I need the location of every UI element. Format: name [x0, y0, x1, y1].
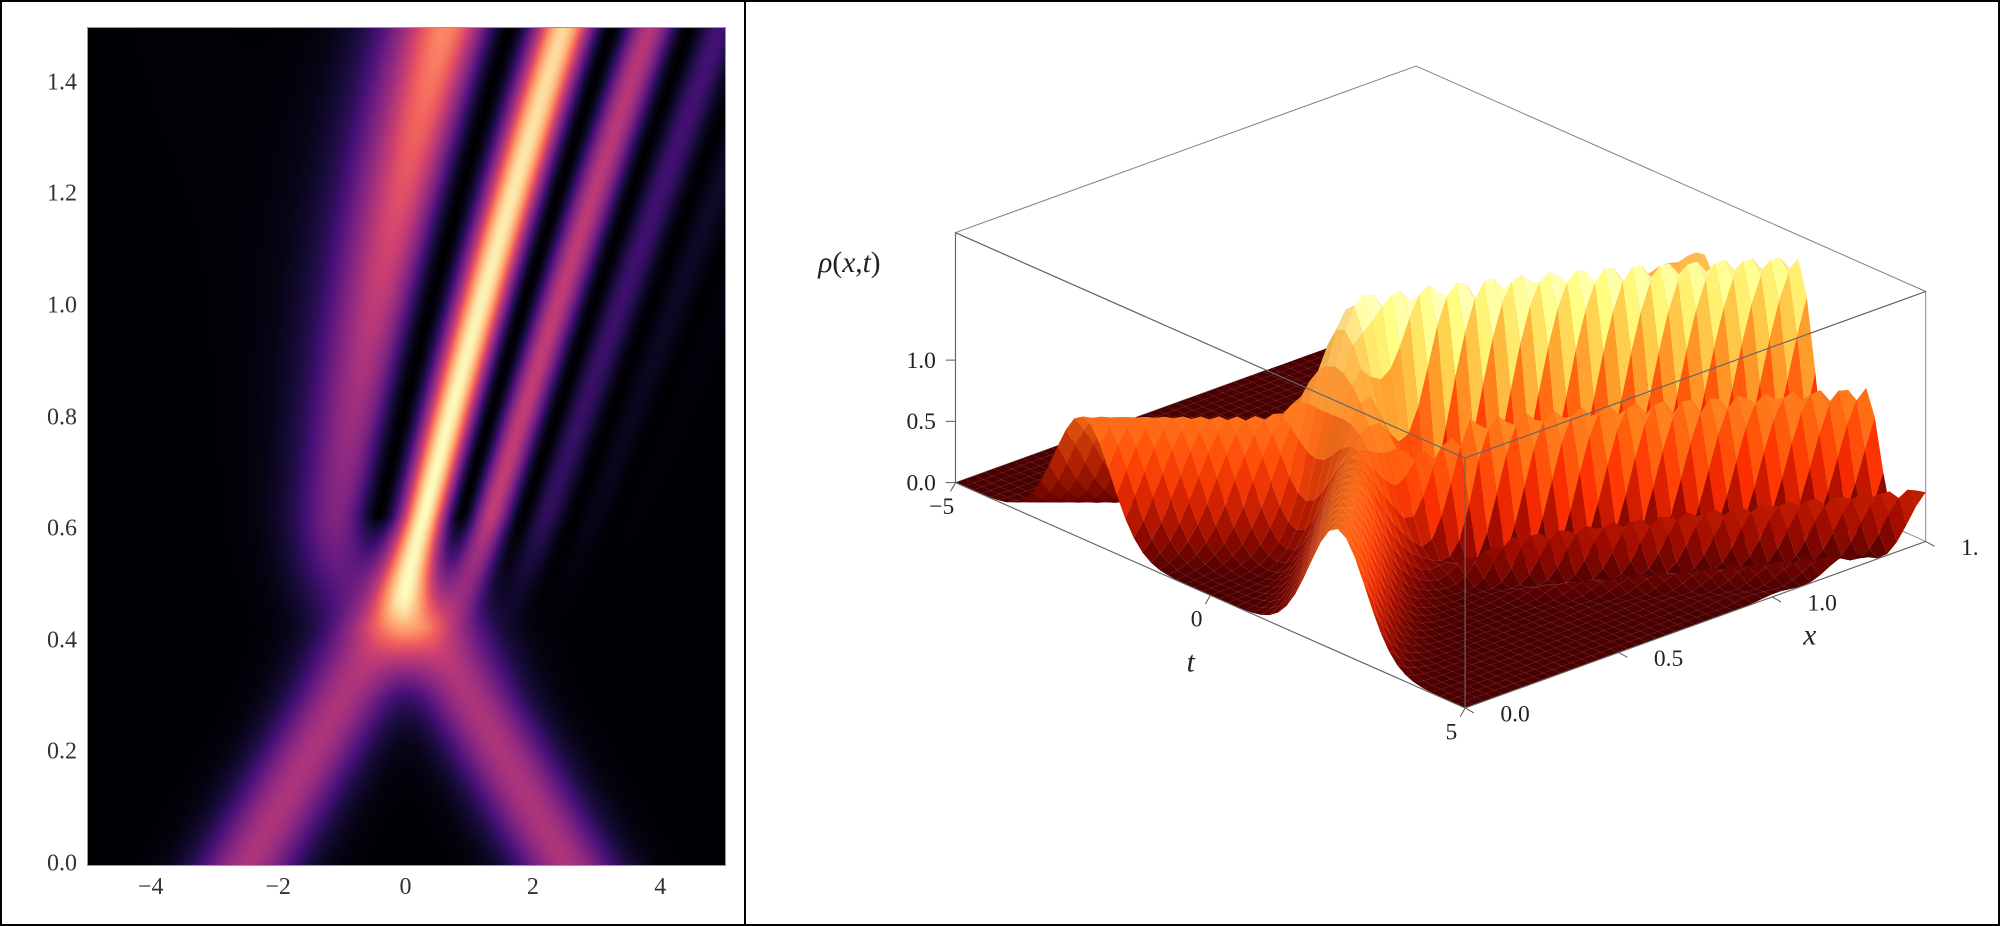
- x-axis-ticks: −4 −2 0 2 4: [87, 874, 724, 904]
- figure-container: 0.0 0.2 0.4 0.6 0.8 1.0 1.2 1.4 −4 −2 0 2 4 −5 0 5 t 0.…: [0, 0, 2000, 926]
- y-tick-label: 1.4: [22, 69, 77, 96]
- surface3d-svg: −5 0 5 t 0.0 0.5 1.0 1.5 x 0.0 0.5 1.0 ρ(x,t): [766, 22, 1978, 904]
- svg-text:0.5: 0.5: [1654, 646, 1683, 672]
- svg-text:0.0: 0.0: [906, 470, 935, 496]
- svg-text:0.5: 0.5: [906, 409, 935, 435]
- svg-text:1.5: 1.5: [1961, 535, 1978, 561]
- x-tick-label: −4: [138, 874, 164, 901]
- y-tick-label: 0.0: [22, 851, 77, 878]
- y-tick-label: 0.4: [22, 627, 77, 654]
- y-tick-label: 0.6: [22, 516, 77, 543]
- svg-text:1.0: 1.0: [906, 348, 935, 374]
- y-tick-label: 0.2: [22, 739, 77, 766]
- right-panel-surface3d: −5 0 5 t 0.0 0.5 1.0 1.5 x 0.0 0.5 1.0 ρ(x,t): [746, 2, 1998, 924]
- svg-text:t: t: [1187, 647, 1196, 679]
- svg-text:ρ(x,t): ρ(x,t): [817, 247, 880, 279]
- density-heatmap-canvas: [87, 27, 726, 866]
- x-tick-label: 2: [527, 874, 539, 901]
- svg-text:−5: −5: [929, 494, 954, 520]
- left-panel-density: 0.0 0.2 0.4 0.6 0.8 1.0 1.2 1.4 −4 −2 0 2 4: [2, 2, 746, 924]
- x-tick-label: 0: [400, 874, 412, 901]
- x-tick-label: 4: [654, 874, 666, 901]
- svg-text:5: 5: [1445, 719, 1457, 745]
- y-tick-label: 1.2: [22, 181, 77, 208]
- svg-text:0.0: 0.0: [1500, 702, 1529, 728]
- x-tick-label: −2: [265, 874, 291, 901]
- svg-text:x: x: [1802, 619, 1816, 651]
- y-tick-label: 0.8: [22, 404, 77, 431]
- svg-text:1.0: 1.0: [1807, 591, 1836, 617]
- y-tick-label: 1.0: [22, 293, 77, 320]
- y-axis-ticks: 0.00.20.40.60.81.01.21.4: [17, 27, 77, 864]
- svg-text:0: 0: [1191, 607, 1203, 633]
- density-plot-frame: 0.00.20.40.60.81.01.21.4 −4−2024: [87, 27, 724, 864]
